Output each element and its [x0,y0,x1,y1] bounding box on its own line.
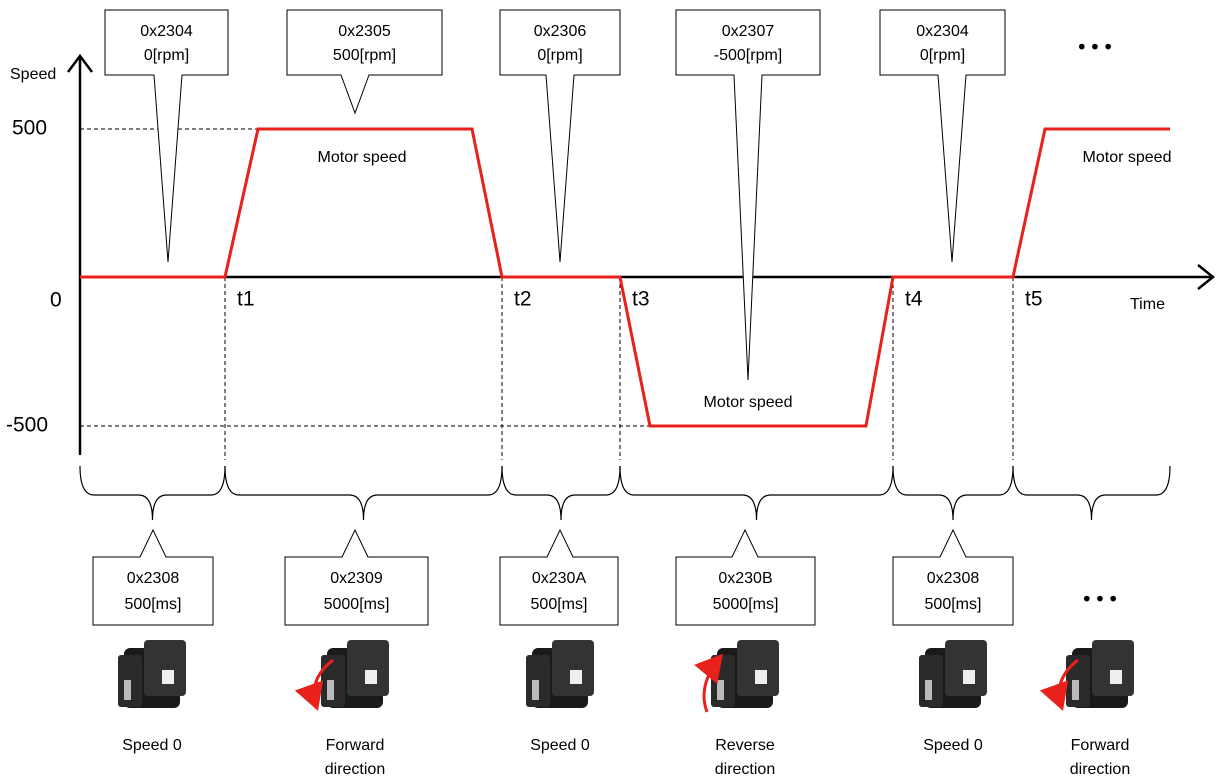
time-callout [892,528,1014,626]
brace [79,465,226,521]
brace [1012,465,1171,521]
motor-label [755,670,767,684]
brace [892,465,1014,521]
callout-object: 0x230B [718,570,772,587]
callout-value: 500[rpm] [333,47,396,64]
motor-rear [1092,640,1134,696]
motor-label [1110,670,1122,684]
motor-shaft [1072,680,1079,700]
callout-value: 0[rpm] [537,47,582,64]
callout-value: 0[rpm] [144,47,189,64]
motor-icon [919,640,987,708]
callout-value: -500[rpm] [714,47,782,64]
motor-caption: direction [1070,761,1130,778]
time-tick-label: t3 [632,288,650,311]
motor-caption: Forward [326,737,385,754]
motor-shaft [717,680,724,700]
motor-shaft [327,680,334,700]
y-max-label: 500 [12,117,47,140]
motor-label [365,670,377,684]
callout-object: 0x230A [532,570,587,587]
motor-icon [118,640,186,708]
callout-value: 500[ms] [531,596,588,613]
motor-speed-label: Motor speed [704,394,793,411]
motor-icon [1066,640,1134,708]
time-tick-label: t5 [1025,288,1043,311]
time-callout [92,528,214,626]
callout-object: 0x2307 [722,23,775,40]
brace [501,465,621,521]
speed-profile [80,127,1170,428]
motor-icon [711,640,779,708]
guides [80,128,1014,460]
motor-icon [321,640,389,708]
motor-label [963,670,975,684]
more-indicator: • • • [1083,588,1117,611]
callout-value: 5000[ms] [713,596,779,613]
motor-caption: direction [715,761,775,778]
motor-caption: Speed 0 [122,737,182,754]
motor-rear [945,640,987,696]
time-callout [284,528,429,626]
callout-object: 0x2309 [330,570,383,587]
motor-icon [526,640,594,708]
speed-callout [879,9,1006,263]
motor-caption: Speed 0 [530,737,590,754]
motor-speed-label: Motor speed [1083,149,1172,166]
callout-object: 0x2304 [140,23,193,40]
axes [67,53,1216,455]
time-tick-label: t1 [237,288,255,311]
motor-caption: direction [325,761,385,778]
speed-callout [104,9,229,263]
time-tick-label: t2 [514,288,532,311]
callout-object: 0x2306 [534,23,587,40]
rotation-arrow [1039,658,1079,711]
y-min-label: -500 [6,414,48,437]
callout-value: 5000[ms] [324,596,390,613]
callout-object: 0x2304 [916,23,969,40]
motor-rear [144,640,186,696]
motor-label [162,670,174,684]
y-axis-label: Speed [10,66,56,83]
speed-callout [499,9,621,263]
brace [224,465,503,521]
more-indicator: • • • [1078,36,1112,59]
motor-speed-label: Motor speed [318,149,407,166]
time-tick-label: t4 [905,288,923,311]
motor-caption: Forward [1071,737,1130,754]
motor-caption: Reverse [715,737,775,754]
rotation-arrow [694,653,723,713]
speed-callout [286,9,443,115]
rotation-arrow [294,658,334,711]
callout-object: 0x2305 [338,23,391,40]
callout-object: 0x2308 [927,570,980,587]
motor-caption: Speed 0 [923,737,983,754]
time-callout [499,528,619,626]
callout-value: 500[ms] [125,596,182,613]
origin-label: 0 [50,289,62,312]
callout-value: 0[rpm] [920,47,965,64]
x-axis-label: Time [1130,296,1165,313]
motor-shaft [532,680,539,700]
motor-rear [552,640,594,696]
brace [619,465,894,521]
motor-rear [737,640,779,696]
speed-callout [675,9,821,381]
time-callout [675,528,816,626]
callout-object: 0x2308 [127,570,180,587]
motor-shaft [124,680,131,700]
callout-value: 500[ms] [925,596,982,613]
motor-rear [347,640,389,696]
motor-shaft [925,680,932,700]
motor-label [570,670,582,684]
